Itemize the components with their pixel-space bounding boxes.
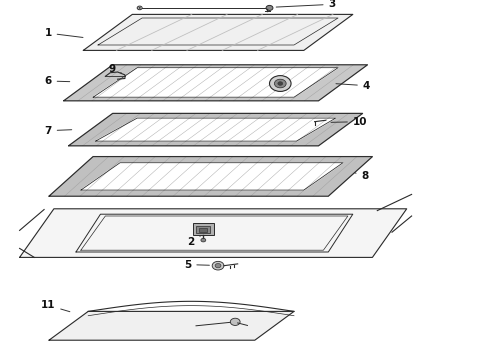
Polygon shape (20, 209, 407, 257)
Polygon shape (96, 118, 336, 141)
Circle shape (266, 5, 273, 10)
Text: 4: 4 (336, 81, 370, 91)
Text: 8: 8 (354, 171, 368, 181)
Polygon shape (83, 14, 353, 50)
Polygon shape (49, 157, 372, 196)
Polygon shape (64, 65, 368, 101)
Bar (196, 226, 210, 233)
Text: 1: 1 (45, 28, 83, 38)
Text: 10: 10 (331, 117, 368, 127)
Text: 3: 3 (276, 0, 336, 9)
Circle shape (278, 82, 283, 85)
Polygon shape (69, 113, 363, 146)
Polygon shape (49, 311, 294, 340)
Circle shape (270, 76, 291, 91)
Text: 2: 2 (188, 235, 201, 247)
Text: 7: 7 (44, 126, 72, 136)
Bar (199, 228, 207, 232)
Circle shape (212, 261, 224, 270)
Text: 6: 6 (45, 76, 70, 86)
Text: 5: 5 (184, 260, 209, 270)
Circle shape (137, 6, 142, 10)
Bar (193, 223, 214, 235)
Circle shape (139, 7, 141, 9)
Circle shape (215, 264, 221, 268)
Polygon shape (93, 68, 338, 97)
Text: 11: 11 (41, 300, 70, 312)
Polygon shape (81, 163, 343, 190)
Circle shape (274, 79, 286, 88)
Circle shape (230, 318, 240, 325)
Text: 9: 9 (108, 64, 122, 74)
Circle shape (201, 238, 206, 242)
